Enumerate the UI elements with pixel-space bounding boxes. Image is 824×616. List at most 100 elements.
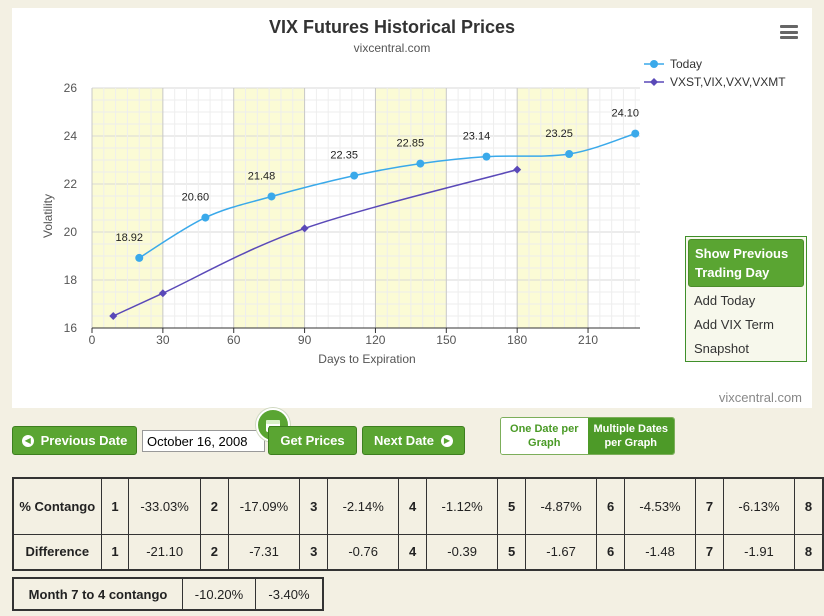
chart-panel: 0 30 60 90 120 150 180 210 16 18 20 22 24 26 18.92 20… bbox=[12, 8, 812, 408]
multiple-dates-per-graph-option[interactable]: Multiple Dates per Graph bbox=[587, 418, 674, 454]
difference-cell: -1.67 bbox=[524, 533, 598, 571]
data-point-today bbox=[350, 171, 359, 180]
difference-cell: -0.39 bbox=[426, 533, 499, 571]
date-input[interactable] bbox=[142, 430, 265, 452]
y-tick-label: 20 bbox=[64, 225, 78, 239]
get-prices-button[interactable]: Get Prices bbox=[268, 426, 357, 455]
x-tick-label: 60 bbox=[227, 333, 241, 347]
graph-mode-toggle: One Date per Graph Multiple Dates per Gr… bbox=[500, 417, 675, 455]
data-label: 22.85 bbox=[397, 138, 425, 150]
month-7-to-4-row: Month 7 to 4 contango -10.20% -3.40% bbox=[12, 577, 324, 611]
menu-item-add-vix-term[interactable]: Add VIX Term bbox=[694, 317, 774, 332]
get-prices-label: Get Prices bbox=[280, 433, 345, 448]
contango-row: % Contango 1 -33.03% 2 -17.09% 3 -2.14% … bbox=[12, 477, 824, 535]
data-labels: 18.92 20.60 21.48 22.35 22.85 23.14 23.25 24.10 bbox=[115, 108, 639, 244]
contango-cell: -33.03% bbox=[128, 477, 201, 535]
chart-credit[interactable]: vixcentral.com bbox=[719, 390, 802, 405]
month-index: 5 bbox=[497, 477, 526, 535]
x-tick-label: 0 bbox=[89, 333, 96, 347]
contango-cell: -1.12% bbox=[426, 477, 499, 535]
previous-date-label: Previous Date bbox=[40, 433, 128, 448]
arrow-left-icon: ◀ bbox=[21, 434, 34, 447]
month-index: 3 bbox=[299, 533, 329, 571]
x-tick-label: 180 bbox=[507, 333, 527, 347]
data-point-vxst-vix-vxv-vxmt bbox=[158, 289, 167, 298]
data-label: 18.92 bbox=[115, 232, 143, 244]
x-tick-label: 210 bbox=[578, 333, 598, 347]
data-label: 23.25 bbox=[545, 128, 573, 140]
contango-cell: -17.09% bbox=[227, 477, 301, 535]
month-index: 7 bbox=[695, 477, 724, 535]
data-label: 24.10 bbox=[612, 108, 640, 120]
legend-marker-today bbox=[650, 60, 658, 68]
series-layer bbox=[109, 129, 640, 320]
next-date-label: Next Date bbox=[374, 433, 434, 448]
chart-context-menu: Show Previous Trading Day Add Today Add … bbox=[685, 236, 807, 362]
menu-item-snapshot[interactable]: Snapshot bbox=[694, 341, 749, 356]
month-7-to-4-contango-table: Month 7 to 4 contango -10.20% -3.40% bbox=[12, 577, 324, 611]
data-point-today bbox=[565, 150, 574, 158]
data-point-today bbox=[267, 192, 276, 201]
x-axis-title: Days to Expiration bbox=[318, 352, 415, 366]
data-point-today bbox=[631, 129, 640, 138]
legend-marker-index bbox=[650, 78, 658, 86]
chart-title: VIX Futures Historical Prices bbox=[269, 17, 515, 37]
x-tick-label: 120 bbox=[365, 333, 385, 347]
next-date-button[interactable]: Next Date ▶ bbox=[362, 426, 465, 455]
data-label: 21.48 bbox=[248, 170, 276, 182]
menu-item-add-today[interactable]: Add Today bbox=[694, 293, 756, 308]
month-index: 2 bbox=[199, 477, 229, 535]
month-7-to-4-value: -3.40% bbox=[255, 577, 324, 611]
data-point-vxst-vix-vxv-vxmt bbox=[109, 312, 118, 320]
difference-cell: -1.91 bbox=[722, 533, 796, 571]
difference-cell: -21.10 bbox=[128, 533, 201, 571]
y-tick-label: 26 bbox=[64, 81, 78, 95]
data-point-today bbox=[135, 253, 144, 262]
data-point-today bbox=[482, 152, 491, 161]
y-tick-label: 18 bbox=[64, 273, 78, 287]
row-label-difference: Difference bbox=[12, 533, 102, 571]
one-date-per-graph-option[interactable]: One Date per Graph bbox=[501, 418, 588, 454]
legend-label-today[interactable]: Today bbox=[670, 57, 702, 71]
month-index: 2 bbox=[199, 533, 229, 571]
y-tick-label: 24 bbox=[64, 129, 78, 143]
y-tick-label: 16 bbox=[64, 321, 78, 335]
vix-futures-chart: 0 30 60 90 120 150 180 210 16 18 20 22 24 26 18.92 20… bbox=[41, 17, 802, 405]
legend[interactable]: Today VXST,VIX,VXV,VXMT bbox=[644, 57, 786, 89]
month-index: 5 bbox=[497, 533, 526, 571]
x-tick-label: 150 bbox=[436, 333, 456, 347]
month-7-to-4-value: -10.20% bbox=[182, 577, 256, 611]
grid-lines bbox=[91, 87, 640, 329]
contango-table: % Contango 1 -33.03% 2 -17.09% 3 -2.14% … bbox=[12, 477, 824, 571]
data-label: 23.14 bbox=[463, 131, 491, 143]
data-point-today bbox=[416, 159, 425, 168]
y-tick-labels: 16 18 20 22 24 26 bbox=[64, 81, 78, 335]
data-label: 22.35 bbox=[330, 150, 358, 162]
menu-item-show-previous-trading-day[interactable]: Show Previous Trading Day bbox=[688, 239, 804, 287]
data-point-vxst-vix-vxv-vxmt bbox=[300, 224, 309, 233]
data-point-today bbox=[201, 213, 210, 222]
month-index: 7 bbox=[695, 533, 724, 571]
difference-row: Difference 1 -21.10 2 -7.31 3 -0.76 4 -0… bbox=[12, 533, 824, 571]
contango-cell: -4.87% bbox=[524, 477, 598, 535]
series-line-today bbox=[138, 132, 636, 259]
month-index: 6 bbox=[596, 477, 625, 535]
previous-date-button[interactable]: ◀ Previous Date bbox=[12, 426, 137, 455]
contango-cell: -2.14% bbox=[327, 477, 400, 535]
hamburger-menu-icon[interactable] bbox=[780, 25, 798, 39]
month-index: 1 bbox=[100, 533, 130, 571]
difference-cell: -7.31 bbox=[227, 533, 301, 571]
month-index: 1 bbox=[100, 477, 130, 535]
contango-cell: -6.13% bbox=[722, 477, 796, 535]
chart-subtitle: vixcentral.com bbox=[354, 41, 431, 55]
series-line-vxst-vix-vxv-vxmt bbox=[112, 168, 518, 317]
legend-label-index[interactable]: VXST,VIX,VXV,VXMT bbox=[670, 75, 786, 89]
row-label-contango: % Contango bbox=[12, 477, 102, 535]
month-index: 4 bbox=[398, 533, 428, 571]
x-tick-label: 30 bbox=[156, 333, 170, 347]
y-axis-title: Volatility bbox=[41, 194, 55, 238]
data-point-vxst-vix-vxv-vxmt bbox=[513, 165, 522, 174]
difference-cell: -0.76 bbox=[327, 533, 400, 571]
month-7-to-4-label: Month 7 to 4 contango bbox=[12, 577, 183, 611]
month-index: 4 bbox=[398, 477, 428, 535]
